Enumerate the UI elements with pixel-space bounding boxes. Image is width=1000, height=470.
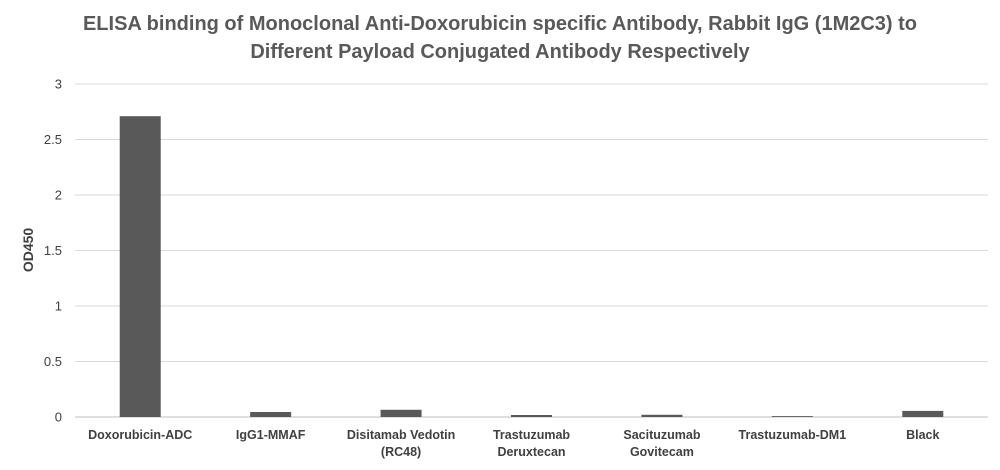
bars [119, 116, 944, 417]
y-tick-labels: 0 0.5 1 1.5 2 2.5 3 [44, 77, 62, 425]
chart-title-line-2: Different Payload Conjugated Antibody Re… [250, 41, 750, 63]
bar [250, 412, 292, 417]
x-category-label: Trastuzumab-DM1 [739, 428, 847, 442]
x-category-label: Black [906, 428, 939, 442]
bar [902, 410, 944, 417]
y-tick-label: 2.5 [44, 132, 62, 147]
x-category-label: Deruxtecan [497, 445, 565, 459]
x-category-label: Sacituzumab [623, 428, 700, 442]
y-axis-label: OD450 [20, 228, 36, 273]
x-category-label: Govitecam [630, 445, 694, 459]
x-category-label: IgG1-MMAF [236, 428, 306, 442]
x-category-label: (RC48) [381, 445, 421, 459]
x-category-label: Trastuzumab [493, 428, 570, 442]
y-tick-label: 1.5 [44, 243, 62, 258]
chart-title-line-1: ELISA binding of Monoclonal Anti-Doxorub… [83, 13, 917, 35]
y-tick-label: 0 [55, 410, 62, 425]
gridlines [75, 83, 988, 418]
bar [119, 116, 161, 417]
y-tick-label: 3 [55, 77, 62, 92]
x-category-labels: Doxorubicin-ADC IgG1-MMAF Disitamab Vedoti… [88, 428, 939, 459]
bar [380, 409, 422, 417]
bar [511, 415, 552, 417]
bar [641, 414, 683, 417]
y-tick-label: 1 [55, 299, 62, 314]
y-tick-label: 0.5 [44, 354, 62, 369]
x-category-label: Disitamab Vedotin [347, 428, 455, 442]
x-category-label: Doxorubicin-ADC [88, 428, 192, 442]
bar [771, 416, 813, 417]
y-tick-label: 2 [55, 188, 62, 203]
